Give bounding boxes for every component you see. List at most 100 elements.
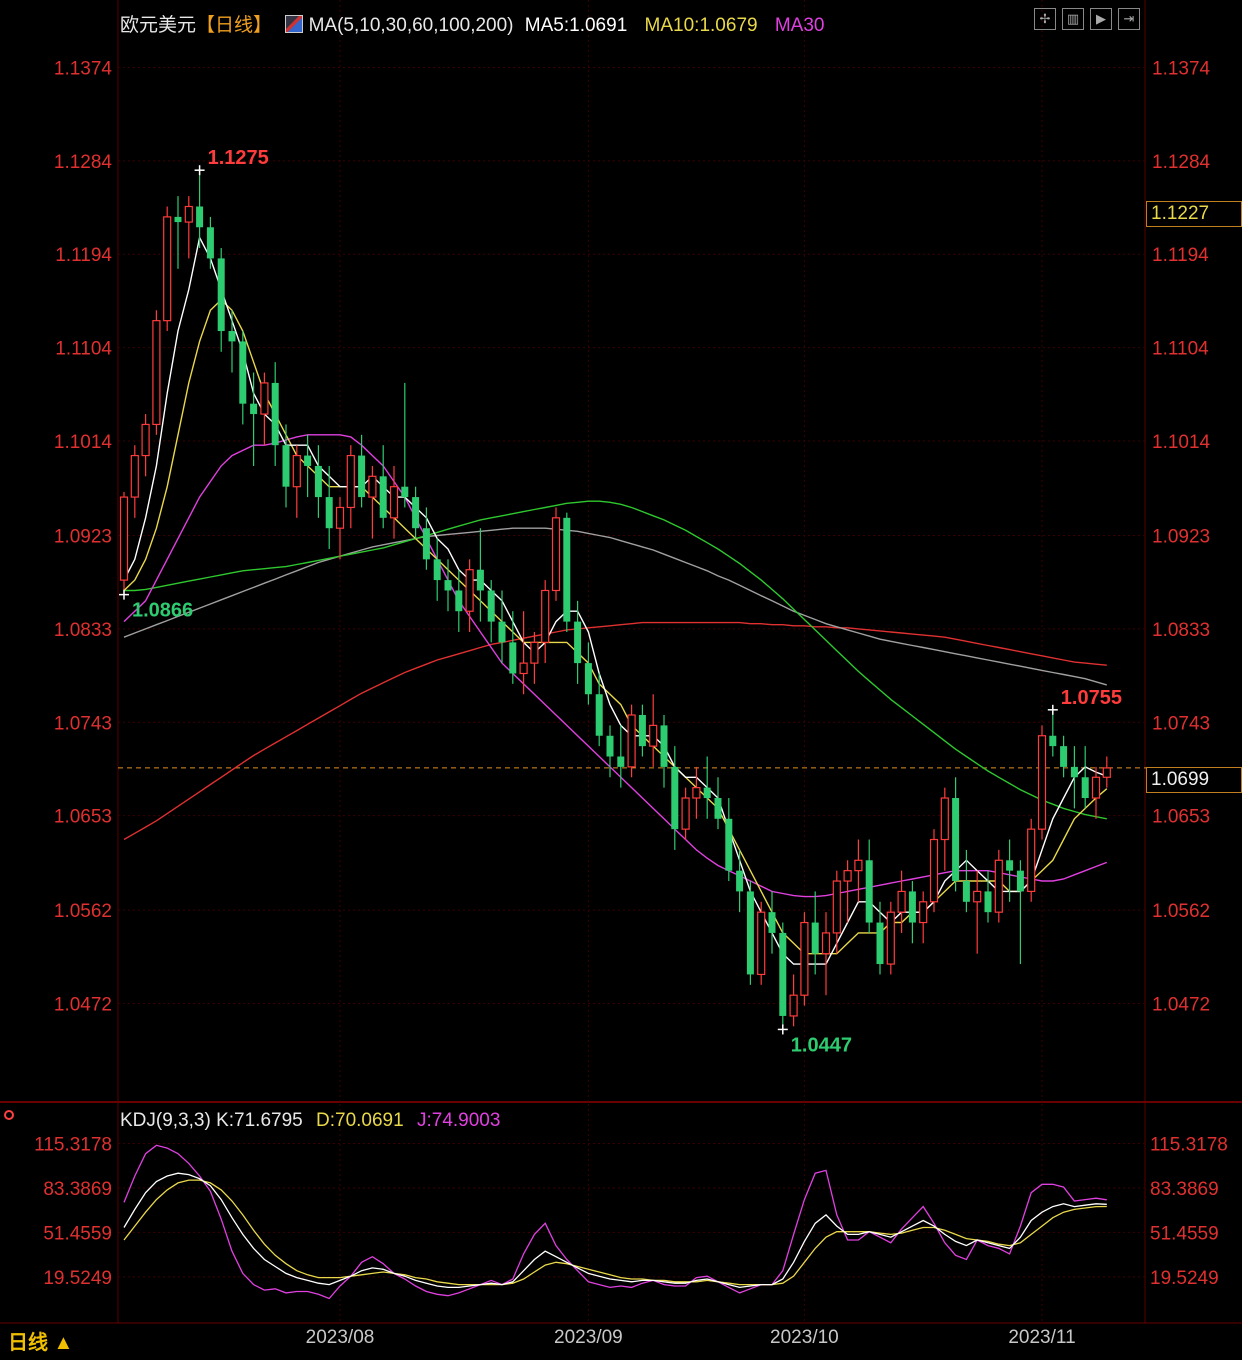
price-tick-right: 1.0562	[1152, 901, 1210, 922]
candle-body-up	[1037, 735, 1047, 830]
price-tick-right: 1.0833	[1152, 620, 1210, 641]
candle-body-down	[768, 912, 776, 933]
candle-body-down	[876, 922, 884, 965]
candle-body-up	[843, 870, 852, 882]
candle-body-down	[725, 818, 733, 871]
price-tick-left: 1.1104	[55, 339, 112, 360]
candle-body-down	[509, 642, 517, 674]
candle-body-down	[271, 382, 279, 446]
candle-body-down	[1049, 735, 1057, 747]
price-tick-right: 1.0923	[1152, 526, 1210, 547]
period-mode-button[interactable]: 日线 ▲	[8, 1332, 74, 1354]
candle-body-down	[638, 715, 646, 747]
price-tick-left: 1.1374	[54, 58, 113, 79]
candle-body-up	[929, 838, 939, 903]
candle-body-down	[811, 922, 819, 954]
candle-body-up	[800, 921, 809, 996]
candle-body-up	[649, 724, 658, 747]
price-tick-left: 1.0743	[54, 713, 112, 734]
price-tick-left: 1.0833	[54, 620, 112, 641]
candle-body-down	[660, 725, 668, 767]
chart-frame	[0, 0, 1242, 1324]
ma100-line	[123, 527, 1107, 686]
ma5-value: MA5:1.0691	[524, 15, 628, 36]
candle-body-down	[487, 590, 495, 622]
candle-body-up	[919, 901, 928, 924]
candle-body-up	[530, 641, 539, 664]
ma10-line	[123, 298, 1108, 955]
ma10-value: MA10:1.0679	[644, 15, 758, 36]
candle-body-down	[584, 663, 592, 695]
price-annotations: 1.1275 1.0866 1.0447 1.0755	[119, 147, 1122, 1056]
candle-body-up	[163, 216, 172, 322]
moving-average-lines	[123, 235, 1108, 965]
price-grid	[118, 0, 1242, 1102]
candle-body-down	[865, 860, 873, 923]
candle-body-down	[671, 766, 679, 830]
crosshair-icon[interactable]: ✢	[1034, 8, 1056, 30]
candle-body-down	[746, 891, 754, 975]
candlesticks	[119, 170, 1111, 1030]
next-icon[interactable]: ⇥	[1118, 8, 1140, 30]
candle-body-down	[379, 476, 387, 518]
play-icon[interactable]: ▶	[1090, 8, 1112, 30]
candle-body-up	[1102, 767, 1111, 778]
candle-body-down	[325, 497, 333, 529]
annotation-label: 1.0755	[1061, 687, 1122, 709]
candle-body-up	[681, 797, 690, 830]
annotation-label: 1.0447	[791, 1034, 852, 1056]
candle-body-down	[217, 258, 225, 332]
candle-body-up	[832, 880, 841, 934]
kdj-j-line	[123, 1144, 1107, 1300]
candle-body-up	[119, 496, 129, 581]
candle-body-up	[292, 454, 301, 488]
layout-icon[interactable]: ▥	[1062, 8, 1084, 30]
candle-body-up	[519, 662, 528, 675]
candle-body-down	[1081, 777, 1089, 799]
ma-definition: MA(5,10,30,60,100,200)	[308, 15, 514, 36]
price-tick-left: 1.0923	[54, 526, 112, 547]
candle-body-down	[714, 798, 722, 819]
candle-body-down	[250, 403, 258, 415]
candle-body-up	[335, 506, 345, 529]
candle-body-down	[228, 331, 236, 342]
kdj-tick-right: 51.4559	[1150, 1223, 1219, 1244]
price-tick-right: 1.0472	[1152, 994, 1210, 1015]
price-tick-right: 1.1014	[1152, 432, 1211, 453]
candle-body-up	[897, 890, 906, 913]
kdj-d-line	[123, 1179, 1107, 1286]
price-axis: 1.1374 1.1374 1.1284 1.1284 1.1194 1.1194 1.11…	[54, 58, 1211, 1015]
candle-body-down	[444, 580, 452, 591]
ma60-line	[124, 500, 1107, 820]
candle-body-up	[757, 911, 766, 976]
ma-settings-icon[interactable]	[285, 15, 304, 33]
candle-body-down	[952, 798, 960, 882]
upper-price-box: 1.1227	[1146, 201, 1242, 227]
price-tick-right: 1.1104	[1152, 339, 1209, 360]
candle-body-down	[412, 497, 420, 529]
kdj-d-value: D:70.0691	[316, 1110, 404, 1131]
candle-body-up	[994, 859, 1003, 913]
candle-body-down	[595, 694, 603, 736]
kdj-tick-left: 51.4559	[43, 1223, 112, 1244]
candle-body-up	[465, 569, 474, 612]
candle-body-up	[389, 486, 399, 519]
indicator-toggle-icon[interactable]	[4, 1110, 14, 1120]
candle-body-down	[1060, 746, 1068, 767]
candle-body-down	[736, 870, 744, 892]
date-tick: 2023/11	[1008, 1327, 1075, 1348]
candle-body-down	[498, 621, 506, 643]
kdj-tick-left: 19.5249	[43, 1268, 112, 1289]
price-tick-right: 1.0653	[1152, 807, 1210, 828]
price-tick-left: 1.1194	[55, 245, 112, 266]
period-label[interactable]: 【日线】	[196, 15, 273, 36]
candle-body-up	[141, 423, 150, 457]
kdj-j-value: J:74.9003	[416, 1110, 501, 1131]
price-tick-right: 1.0743	[1152, 713, 1210, 734]
kdj-tick-right: 83.3869	[1150, 1179, 1219, 1200]
price-tick-left: 1.0653	[54, 807, 112, 828]
candle-body-up	[152, 320, 161, 426]
current-price-box: 1.0699	[1146, 767, 1242, 793]
candle-body-down	[984, 891, 992, 913]
